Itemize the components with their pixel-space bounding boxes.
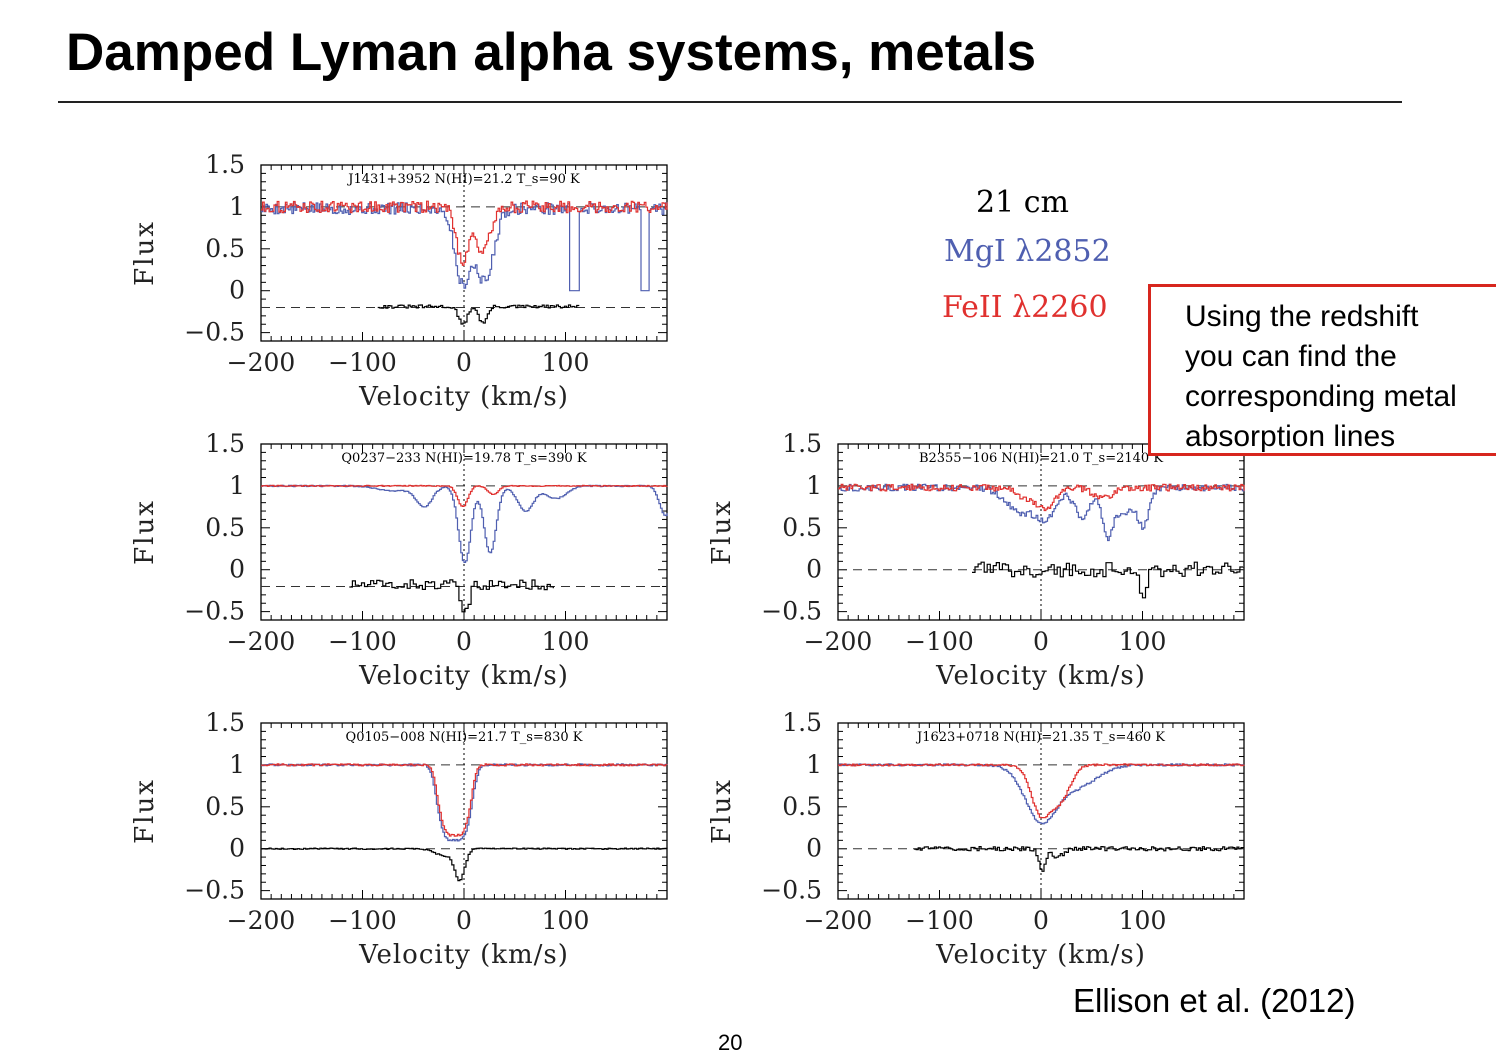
callout-line-1: Using the redshift — [1185, 300, 1419, 333]
x-tick-label: −100 — [905, 627, 974, 656]
y-tick-label: −0.5 — [184, 318, 245, 347]
y-tick-label: 1.5 — [205, 429, 245, 458]
spectrum-feii — [838, 483, 1245, 512]
y-tick-label: 0 — [229, 834, 245, 863]
y-tick-label: 1 — [229, 192, 245, 221]
y-tick-label: 1.5 — [782, 429, 822, 458]
y-axis-label: Flux — [707, 499, 737, 565]
y-axis-label: Flux — [130, 778, 160, 844]
x-axis-label: Velocity (km/s) — [935, 940, 1146, 970]
x-tick-label: −200 — [804, 906, 873, 935]
y-tick-label: 1 — [806, 750, 822, 779]
x-tick-label: −100 — [328, 627, 397, 656]
x-tick-label: 100 — [542, 348, 590, 377]
spectrum-mgi — [838, 483, 1245, 542]
y-tick-label: 0 — [806, 834, 822, 863]
panel-J1623: −200 −100 0 100 1.5 1 0.5 0 −0.5 Velocity (km/s) F… — [707, 708, 1245, 970]
x-tick-label: 0 — [1033, 627, 1049, 656]
x-tick-label: −100 — [328, 906, 397, 935]
slide-title: Damped Lyman alpha systems, metals — [66, 23, 1037, 82]
spectrum-21cm — [261, 847, 668, 882]
panel-J1431: −200 −100 0 100 1.5 1 0.5 0 −0.5 Velocity (km/s) F… — [130, 150, 668, 412]
panel-title: Q0105−008 N(HI)=21.7 T_s=830 K — [346, 730, 583, 745]
y-tick-label: 1.5 — [782, 708, 822, 737]
y-axis-label: Flux — [707, 778, 737, 844]
panel-title: B2355−106 N(HI)=21.0 T_s=2140 K — [919, 451, 1163, 466]
y-tick-label: 0 — [229, 276, 245, 305]
x-tick-label: 0 — [456, 348, 472, 377]
spectrum-feii — [261, 763, 668, 837]
x-tick-label: 0 — [456, 627, 472, 656]
y-tick-label: −0.5 — [761, 597, 822, 626]
redshift-callout: Using the redshift you can find the corr… — [1148, 284, 1496, 456]
x-tick-label: −200 — [227, 906, 296, 935]
x-tick-label: −100 — [905, 906, 974, 935]
spectrum-feii — [838, 763, 1245, 819]
legend-21cm-label: 21 cm — [976, 185, 1069, 220]
y-tick-label: 0 — [229, 555, 245, 584]
legend-feii-label: FeII λ2260 — [942, 290, 1108, 325]
x-tick-label: 0 — [456, 906, 472, 935]
panel-Q0105: −200 −100 0 100 1.5 1 0.5 0 −0.5 Velocity (km/s) F… — [130, 708, 668, 970]
y-tick-label: 0.5 — [205, 234, 245, 263]
panel-title: J1431+3952 N(HI)=21.2 T_s=90 K — [346, 172, 580, 187]
y-axis-label: Flux — [130, 499, 160, 565]
spectrum-21cm — [972, 561, 1244, 599]
y-tick-label: 1.5 — [205, 150, 245, 179]
x-tick-label: 100 — [542, 627, 590, 656]
callout-text: Using the redshift you can find the corr… — [1185, 297, 1457, 457]
x-tick-label: −200 — [804, 627, 873, 656]
y-tick-label: 1 — [229, 471, 245, 500]
y-tick-label: 0.5 — [205, 513, 245, 542]
y-tick-label: −0.5 — [184, 597, 245, 626]
spectrum-21cm — [377, 304, 580, 325]
y-tick-label: 1 — [806, 471, 822, 500]
x-axis-label: Velocity (km/s) — [358, 382, 569, 412]
spectrum-feii — [261, 484, 668, 507]
panel-title: J1623+0718 N(HI)=21.35 T_s=460 K — [915, 730, 1165, 745]
x-tick-label: 100 — [542, 906, 590, 935]
callout-line-3: corresponding metal — [1185, 380, 1457, 413]
x-axis-label: Velocity (km/s) — [358, 661, 569, 691]
callout-line-2: you can find the — [1185, 340, 1397, 373]
x-tick-label: 100 — [1119, 906, 1167, 935]
panel-Q0237: −200 −100 0 100 1.5 1 0.5 0 −0.5 Velocity (km/s) F… — [130, 429, 668, 691]
page-number: 20 — [718, 1030, 743, 1055]
x-tick-label: −100 — [328, 348, 397, 377]
y-tick-label: −0.5 — [761, 876, 822, 905]
x-tick-label: −200 — [227, 348, 296, 377]
citation: Ellison et al. (2012) — [1073, 982, 1356, 1019]
x-tick-label: −200 — [227, 627, 296, 656]
title-divider — [58, 101, 1402, 103]
y-tick-label: 0.5 — [782, 792, 822, 821]
x-tick-label: 0 — [1033, 906, 1049, 935]
panel-title: Q0237−233 N(HI)=19.78 T_s=390 K — [341, 451, 586, 466]
y-tick-label: 1 — [229, 750, 245, 779]
y-tick-label: 0.5 — [782, 513, 822, 542]
y-axis-label: Flux — [130, 220, 160, 286]
x-axis-label: Velocity (km/s) — [935, 661, 1146, 691]
callout-line-4: absorption lines — [1185, 420, 1396, 453]
spectrum-feii — [261, 200, 668, 266]
y-tick-label: 1.5 — [205, 708, 245, 737]
x-axis-label: Velocity (km/s) — [358, 940, 569, 970]
legend: 21 cm MgI λ2852 FeII λ2260 — [942, 185, 1111, 325]
y-tick-label: −0.5 — [184, 876, 245, 905]
spectrum-21cm — [914, 846, 1244, 872]
panel-B2355: −200 −100 0 100 1.5 1 0.5 0 −0.5 Velocity (km/s) F… — [707, 429, 1245, 691]
y-tick-label: 0.5 — [205, 792, 245, 821]
spectrum-21cm — [349, 579, 554, 613]
y-tick-label: 0 — [806, 555, 822, 584]
x-tick-label: 100 — [1119, 627, 1167, 656]
legend-mgi-label: MgI λ2852 — [944, 234, 1111, 269]
